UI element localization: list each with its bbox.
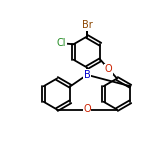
Text: Cl: Cl xyxy=(57,38,66,48)
Text: O: O xyxy=(83,105,91,114)
Text: Br: Br xyxy=(82,21,92,31)
Text: B: B xyxy=(84,70,90,80)
Text: O: O xyxy=(105,64,112,74)
